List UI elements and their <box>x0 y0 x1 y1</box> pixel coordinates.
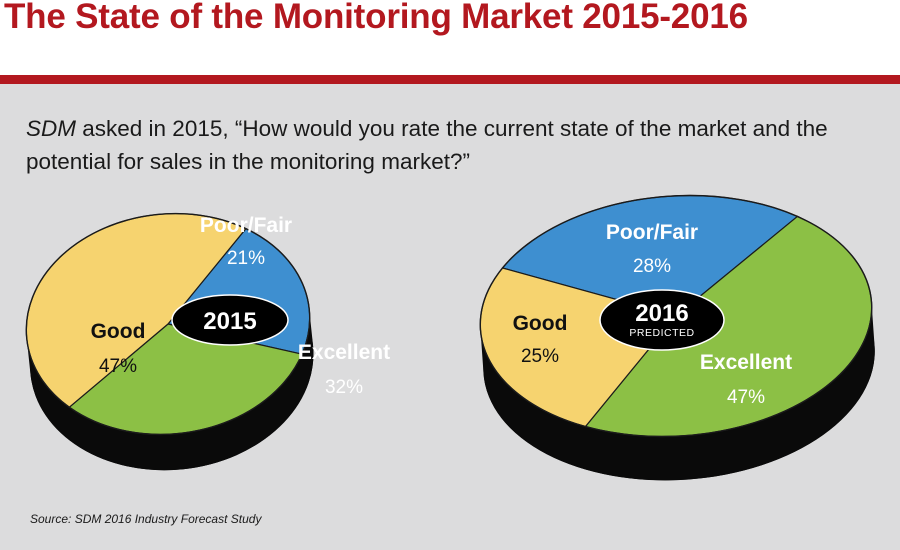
publication-name: SDM <box>26 116 76 141</box>
pie-charts: Poor/Fair 21% Excellent 32% Good 47% 2015 Poor/… <box>25 194 875 481</box>
pie-chart-2015 <box>25 212 314 471</box>
slice-value-excellent-2016: 47% <box>727 387 765 408</box>
slice-value-excellent-2015: 32% <box>325 377 363 398</box>
center-badge-2015 <box>171 294 289 346</box>
pie-rim-0 <box>25 212 311 436</box>
question-text: asked in 2015, “How would you rate the c… <box>26 116 828 174</box>
slice-value-poor-fair-2015: 21% <box>227 248 265 269</box>
survey-question: SDM asked in 2015, “How would you rate t… <box>26 112 866 178</box>
slice-label-poor-fair-2016: Poor/Fair <box>606 221 698 244</box>
slice-label-excellent-2015: Excellent <box>298 341 390 364</box>
slice-label-good-2015: Good <box>91 320 146 343</box>
center-sub-label-1: PREDICTED <box>629 327 694 339</box>
slice-label-excellent-2016: Excellent <box>700 351 792 374</box>
slice-value-good-2016: 25% <box>521 346 559 367</box>
slice-label-good-2016: Good <box>513 312 568 335</box>
page-title: The State of the Monitoring Market 2015-… <box>4 0 748 36</box>
title-divider <box>0 75 900 84</box>
center-badge-2016 <box>599 289 725 351</box>
chart-panel: SDM asked in 2015, “How would you rate t… <box>0 84 900 550</box>
slice-value-good-2015: 47% <box>99 356 137 377</box>
center-year-label-1: 2016 <box>635 300 688 327</box>
source-note: Source: SDM 2016 Industry Forecast Study <box>30 512 262 526</box>
center-year-label-0: 2015 <box>203 308 256 335</box>
slice-label-poor-fair-2015: Poor/Fair <box>200 214 292 237</box>
pie-rim-1 <box>479 194 873 438</box>
slice-value-poor-fair-2016: 28% <box>633 256 671 277</box>
